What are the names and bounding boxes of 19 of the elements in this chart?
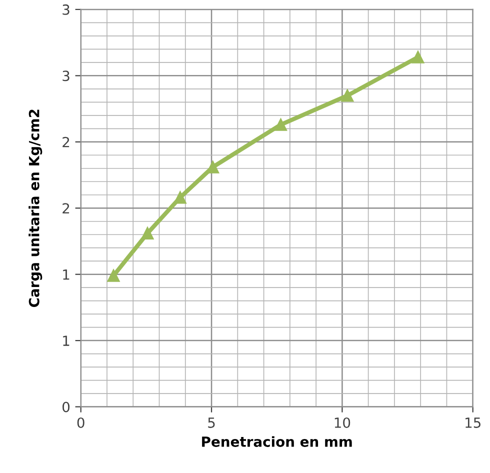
point — [141, 227, 154, 240]
point — [174, 191, 186, 204]
point — [107, 269, 120, 282]
x-axis-title: Penetracion en mm — [202, 436, 352, 447]
y-tick-label: 1 — [63, 336, 70, 346]
y-tick-label: 1 — [63, 269, 70, 280]
y-tick-label: 3 — [62, 4, 70, 15]
y-tick-label: 3 — [62, 70, 70, 82]
x-tick-label: 10 — [334, 417, 350, 428]
point — [412, 50, 424, 64]
point — [274, 118, 288, 131]
x-tick-label: 15 — [466, 418, 480, 428]
y-axis-title: Carga unitaria en Kg/cm2 — [28, 110, 42, 308]
x-tick-label: 0 — [77, 417, 84, 428]
y-tick-label: 2 — [62, 136, 70, 148]
x-tick-label: 5 — [208, 418, 215, 428]
point — [341, 89, 354, 102]
y-tick-label: 0 — [62, 402, 70, 412]
y-tick-label: 2 — [62, 203, 70, 214]
